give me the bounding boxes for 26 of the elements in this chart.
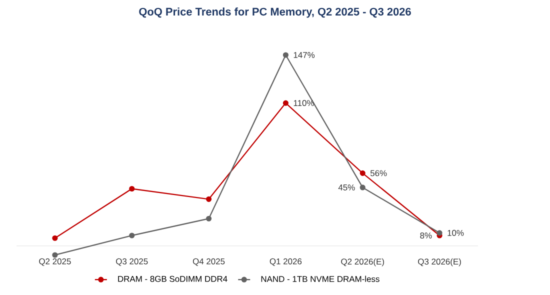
data-label: 110% <box>294 100 314 106</box>
point <box>129 186 135 192</box>
data-label: 147% <box>294 52 315 58</box>
legend-label: DRAM - 8GB SoDIMM DDR4 <box>118 276 228 282</box>
x-tick-label: Q2 2026(E) <box>341 258 384 266</box>
point <box>206 196 212 202</box>
x-tick-label: Q3 2025 <box>116 258 148 266</box>
x-tick-label: Q4 2025 <box>192 258 225 266</box>
x-tick-label: Q2 2025 <box>39 258 71 266</box>
point <box>282 52 288 58</box>
data-label: 8% <box>420 232 432 239</box>
data-label: 56% <box>370 170 387 176</box>
x-tick-label: Q3 2026(E) <box>418 258 461 266</box>
data-label: 45% <box>338 184 355 190</box>
point <box>206 216 212 222</box>
legend-label: NAND - 1TB NVME DRAM-less <box>261 276 380 282</box>
point <box>52 235 58 241</box>
point <box>52 252 58 258</box>
point <box>129 232 135 238</box>
point <box>360 170 366 176</box>
chart-title: QoQ Price Trends for PC Memory, Q2 2025 - Q3 2026 <box>139 8 411 18</box>
point <box>282 100 288 106</box>
point <box>360 184 366 190</box>
data-label: 10% <box>448 230 464 236</box>
point <box>436 230 442 236</box>
x-tick-label: Q1 2026 <box>270 258 302 266</box>
